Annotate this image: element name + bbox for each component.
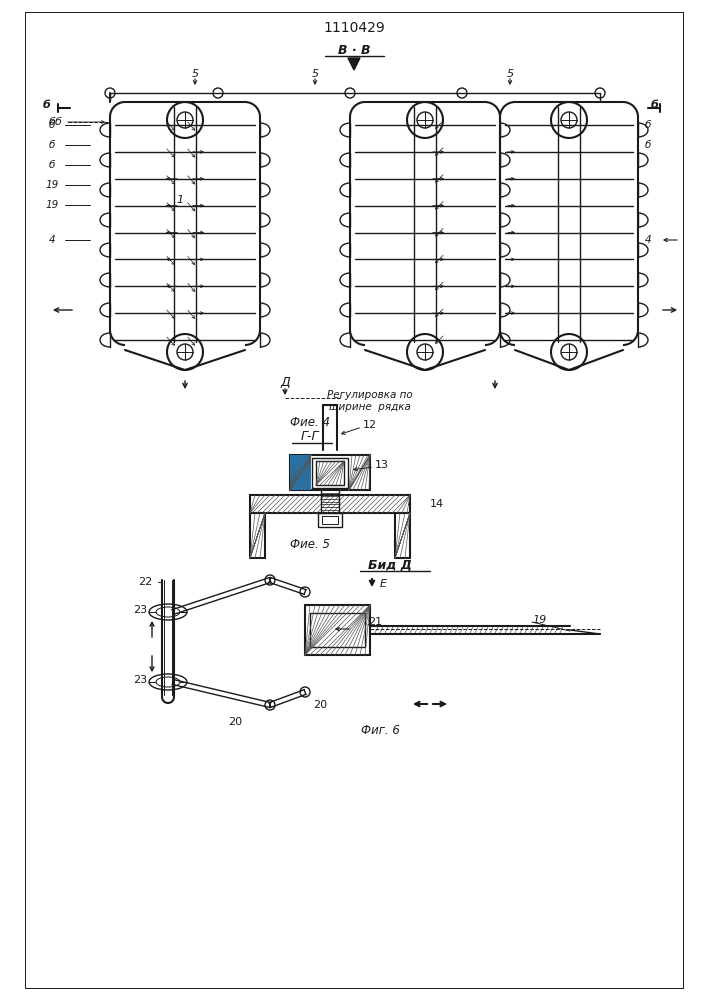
Ellipse shape — [149, 674, 187, 690]
Text: б: б — [49, 140, 55, 150]
Circle shape — [167, 102, 203, 138]
Bar — [250, 513, 265, 558]
Text: 5: 5 — [192, 69, 199, 79]
Circle shape — [561, 112, 577, 128]
Circle shape — [177, 112, 193, 128]
Bar — [322, 516, 338, 524]
Circle shape — [265, 575, 275, 585]
Circle shape — [407, 102, 443, 138]
Text: 1110429: 1110429 — [323, 21, 385, 35]
Bar — [290, 455, 370, 490]
Circle shape — [213, 88, 223, 98]
Bar — [310, 613, 365, 647]
Text: 12: 12 — [363, 420, 377, 430]
Bar — [318, 513, 342, 527]
Circle shape — [300, 587, 310, 597]
Text: 19: 19 — [45, 180, 59, 190]
Text: 13: 13 — [375, 460, 389, 470]
Polygon shape — [348, 58, 360, 70]
Text: б: б — [651, 100, 659, 110]
Bar — [305, 605, 370, 655]
Text: б: б — [49, 120, 55, 130]
Circle shape — [417, 344, 433, 360]
Bar — [316, 461, 344, 485]
Text: 4: 4 — [645, 235, 651, 245]
Text: 21: 21 — [368, 617, 382, 627]
Text: 1: 1 — [177, 195, 184, 205]
Bar — [250, 495, 410, 513]
Text: б: б — [54, 117, 62, 127]
Text: 5: 5 — [312, 69, 319, 79]
Text: 22: 22 — [138, 577, 152, 587]
Text: 14: 14 — [430, 499, 444, 509]
Text: ширине  рядка: ширине рядка — [329, 402, 411, 412]
Circle shape — [551, 334, 587, 370]
Circle shape — [265, 700, 275, 710]
Circle shape — [177, 344, 193, 360]
Circle shape — [561, 344, 577, 360]
Text: б: б — [49, 160, 55, 170]
Text: 19: 19 — [533, 615, 547, 625]
Circle shape — [407, 334, 443, 370]
Ellipse shape — [156, 677, 180, 687]
Bar — [395, 513, 410, 558]
Text: 4: 4 — [49, 235, 55, 245]
Circle shape — [105, 88, 115, 98]
Text: Фие. 4: Фие. 4 — [290, 416, 330, 428]
Text: Д: Д — [280, 375, 290, 388]
Text: Фиг. 6: Фиг. 6 — [361, 724, 399, 736]
Circle shape — [551, 102, 587, 138]
Text: Г-Г: Г-Г — [300, 430, 320, 444]
Text: 23: 23 — [133, 605, 147, 615]
Circle shape — [457, 88, 467, 98]
Text: 23: 23 — [133, 675, 147, 685]
Text: б: б — [645, 140, 651, 150]
Text: б: б — [645, 120, 651, 130]
Text: 5: 5 — [506, 69, 513, 79]
Text: Е: Е — [380, 579, 387, 589]
Circle shape — [345, 88, 355, 98]
Text: Регулировка по: Регулировка по — [327, 390, 413, 400]
Ellipse shape — [149, 604, 187, 620]
Circle shape — [300, 687, 310, 697]
Bar — [312, 458, 348, 488]
Text: В · В: В · В — [338, 43, 370, 56]
Text: 20: 20 — [313, 700, 327, 710]
Text: Бид Д: Бид Д — [368, 558, 412, 572]
Circle shape — [417, 112, 433, 128]
Text: Фие. 5: Фие. 5 — [290, 538, 330, 552]
Bar — [290, 455, 311, 490]
Text: б: б — [43, 100, 51, 110]
Text: 20: 20 — [228, 717, 242, 727]
Text: б: б — [49, 117, 56, 127]
Circle shape — [167, 334, 203, 370]
Ellipse shape — [156, 607, 180, 617]
Circle shape — [595, 88, 605, 98]
Text: 19: 19 — [45, 200, 59, 210]
